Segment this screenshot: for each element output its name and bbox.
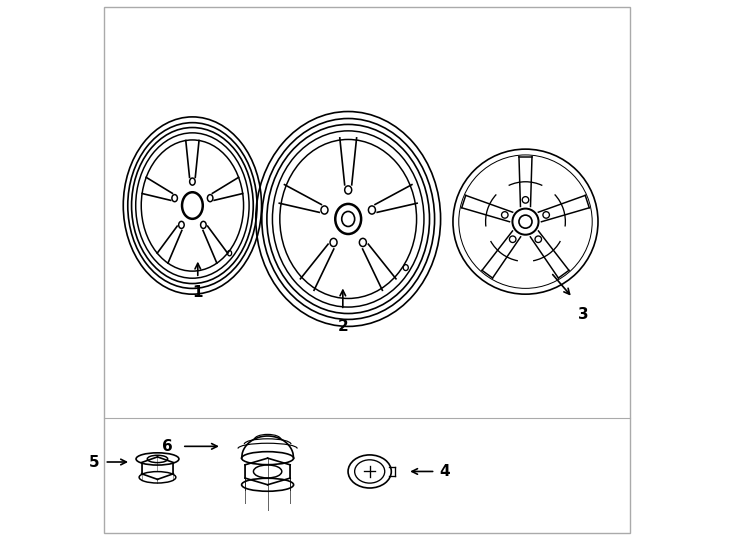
Text: 1: 1 — [192, 285, 203, 300]
Text: 6: 6 — [161, 439, 172, 454]
Text: 3: 3 — [578, 307, 589, 322]
Text: 5: 5 — [89, 455, 100, 469]
Text: 2: 2 — [338, 319, 348, 334]
Text: 4: 4 — [440, 464, 450, 479]
